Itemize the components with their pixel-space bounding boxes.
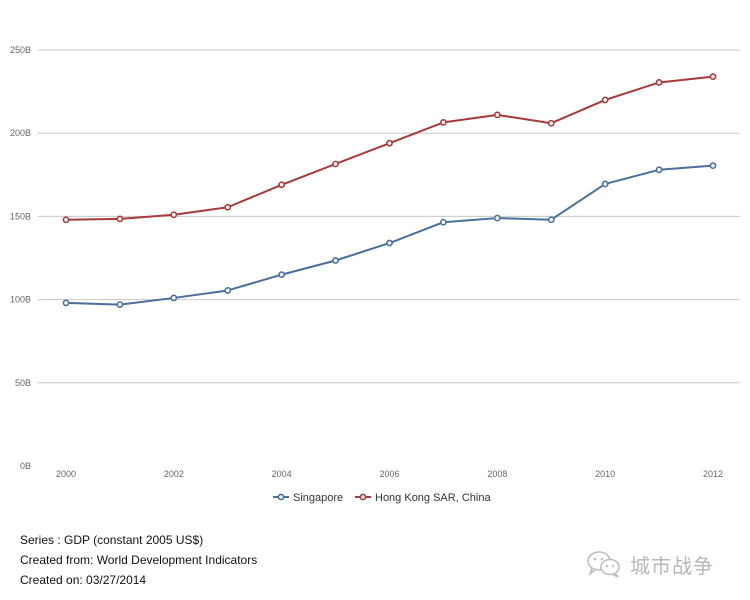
legend-label: Hong Kong SAR, China <box>375 492 491 504</box>
data-point[interactable] <box>655 166 663 174</box>
data-point[interactable] <box>116 301 124 308</box>
watermark: 城市战争 <box>586 548 714 580</box>
data-point[interactable] <box>332 160 339 168</box>
x-tick-label: 2006 <box>379 469 399 479</box>
series-1 <box>62 73 717 224</box>
data-point[interactable] <box>386 239 393 247</box>
watermark-text: 城市战争 <box>630 553 714 578</box>
date-note: Created on: 03/27/2014 <box>20 573 147 587</box>
x-tick-label: 2012 <box>703 469 723 479</box>
x-axis: 2000 2002 2004 2006 2008 2010 2012 <box>56 469 723 479</box>
y-tick-label: 50B <box>15 378 31 388</box>
wechat-icon <box>587 551 620 578</box>
data-point[interactable] <box>116 215 124 223</box>
y-axis: 0B 50B 100B 150B 200B 250B <box>10 45 31 471</box>
data-point[interactable] <box>278 181 286 189</box>
y-tick-label: 200B <box>10 128 31 138</box>
series-layer <box>62 73 717 308</box>
data-point[interactable] <box>62 299 70 307</box>
y-tick-label: 250B <box>10 45 31 55</box>
x-tick-label: 2008 <box>487 469 507 479</box>
y-tick-label: 150B <box>10 211 31 221</box>
data-point[interactable] <box>709 162 717 170</box>
x-tick-label: 2004 <box>272 469 292 479</box>
series-line <box>65 164 714 306</box>
data-point[interactable] <box>655 79 663 86</box>
data-point[interactable] <box>224 287 232 294</box>
data-point[interactable] <box>224 203 232 211</box>
y-tick-label: 100B <box>10 295 31 305</box>
data-point[interactable] <box>493 111 501 119</box>
data-point[interactable] <box>332 257 339 264</box>
data-point[interactable] <box>62 216 70 224</box>
data-point[interactable] <box>601 180 609 188</box>
legend-item[interactable]: Hong Kong SAR, China <box>355 492 491 504</box>
legend-label: Singapore <box>293 492 343 504</box>
data-point[interactable] <box>170 294 178 302</box>
data-point[interactable] <box>547 119 555 127</box>
data-point[interactable] <box>547 216 555 224</box>
chart-footer: Series : GDP (constant 2005 US$) Created… <box>20 530 257 590</box>
data-point[interactable] <box>440 218 447 226</box>
data-point[interactable] <box>278 271 286 279</box>
x-tick-label: 2000 <box>56 469 76 479</box>
legend-marker <box>359 493 367 501</box>
data-point[interactable] <box>601 96 609 104</box>
data-point[interactable] <box>170 211 178 219</box>
data-point[interactable] <box>386 139 393 147</box>
series-line <box>65 75 714 221</box>
x-tick-label: 2002 <box>164 469 184 479</box>
data-point[interactable] <box>493 214 501 222</box>
y-tick-label: 0B <box>20 461 31 471</box>
legend: Singapore Hong Kong SAR, China <box>273 492 491 504</box>
data-point[interactable] <box>709 73 717 81</box>
source-note: Created from: World Development Indicato… <box>20 553 258 567</box>
data-point[interactable] <box>440 118 447 126</box>
legend-item[interactable]: Singapore <box>273 492 343 504</box>
series-note: Series : GDP (constant 2005 US$) <box>20 533 204 547</box>
series-0 <box>62 162 717 308</box>
x-tick-label: 2010 <box>595 469 615 479</box>
legend-marker <box>277 493 285 501</box>
